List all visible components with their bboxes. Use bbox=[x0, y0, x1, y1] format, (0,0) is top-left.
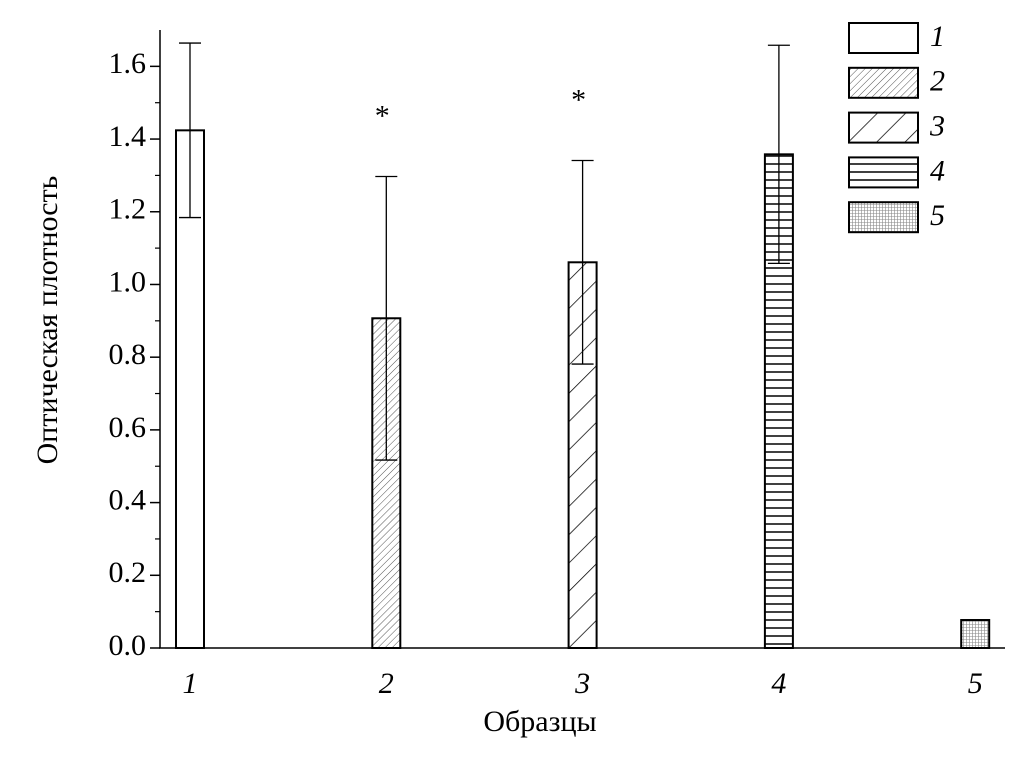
x-tick-label: 5 bbox=[968, 667, 983, 700]
y-tick-label: 0.4 bbox=[109, 483, 147, 516]
error-bar bbox=[571, 159, 594, 365]
y-tick-label: 1.4 bbox=[109, 120, 147, 153]
annotation: * bbox=[375, 99, 390, 132]
annotation: * bbox=[571, 83, 586, 116]
legend-label: 3 bbox=[929, 109, 945, 142]
legend-swatch bbox=[848, 22, 919, 54]
error-bar bbox=[179, 42, 201, 219]
error-bar bbox=[375, 175, 398, 461]
legend-label: 1 bbox=[930, 20, 945, 53]
y-tick-label: 0.2 bbox=[109, 556, 147, 589]
y-tick-label: 1.2 bbox=[109, 193, 147, 226]
x-tick-label: 1 bbox=[183, 667, 198, 700]
legend-swatch bbox=[848, 111, 919, 144]
y-axis-label: Оптическая плотность bbox=[31, 176, 64, 465]
y-tick-label: 0.8 bbox=[109, 338, 147, 371]
legend-label: 4 bbox=[930, 154, 945, 187]
legend-label: 5 bbox=[930, 199, 945, 232]
legend-swatch bbox=[848, 66, 919, 99]
y-tick-label: 0.6 bbox=[109, 411, 147, 444]
legend-swatch bbox=[848, 201, 919, 234]
y-tick-label: 1.0 bbox=[109, 265, 147, 298]
x-tick-label: 3 bbox=[574, 667, 590, 700]
x-axis-label: Образцы bbox=[483, 705, 596, 738]
y-tick-label: 1.6 bbox=[109, 47, 147, 80]
bar bbox=[960, 619, 991, 650]
y-tick-label: 0.0 bbox=[109, 629, 147, 662]
legend-swatch bbox=[848, 156, 919, 189]
legend-label: 2 bbox=[930, 65, 945, 98]
x-tick-label: 4 bbox=[771, 667, 786, 700]
x-tick-label: 2 bbox=[379, 667, 394, 700]
error-bar bbox=[767, 44, 790, 265]
